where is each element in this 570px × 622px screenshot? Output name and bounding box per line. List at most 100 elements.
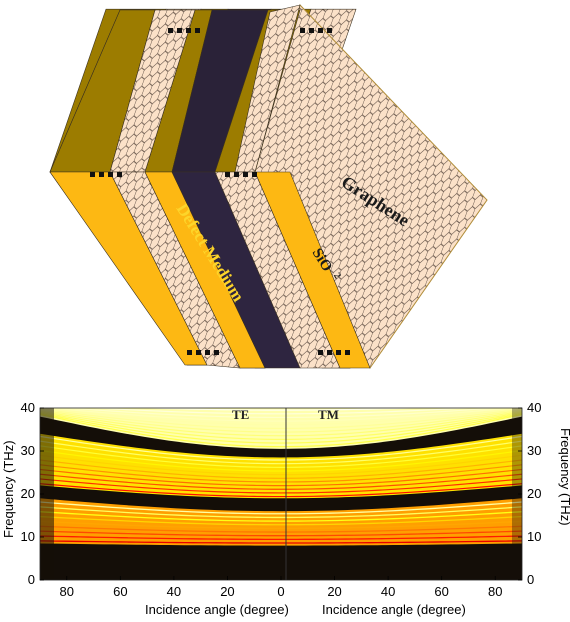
tm-fringe-mid-6 — [280, 459, 522, 479]
tm-fringe-mid-10 — [280, 440, 522, 465]
y-tick-label-left-10: 10 — [21, 529, 35, 544]
period-marker-2-1 — [300, 28, 305, 33]
front-face-6 — [254, 171, 371, 369]
tm-fringe-low-1 — [280, 540, 522, 544]
te-fringe-low-8 — [40, 506, 282, 519]
tm-fringe-low-8 — [280, 506, 522, 519]
tm-fringe-low-4 — [280, 525, 522, 533]
te-fringe-low-2 — [40, 535, 282, 541]
x-tick-label-right-80: 80 — [488, 584, 502, 599]
period-marker-3-1 — [90, 172, 95, 177]
period-marker-5-1 — [187, 350, 192, 355]
x-tick-label-left-60: 60 — [113, 584, 127, 599]
tm-fringe-mid-3 — [280, 473, 522, 490]
x-tick-label-left-40: 40 — [167, 584, 181, 599]
period-marker-4-3 — [243, 172, 248, 177]
period-marker-6-3 — [336, 350, 341, 355]
tm-fringe-high-6 — [280, 408, 522, 430]
period-marker-2-4 — [327, 28, 332, 33]
te-fringe-high-5 — [40, 409, 282, 433]
te-fringe-mid-3 — [40, 473, 282, 490]
te-fringe-high-1 — [40, 413, 282, 448]
te-fringe-low-9 — [40, 501, 282, 515]
te-fringe-low-3 — [40, 530, 282, 537]
dispersion-heatmap — [40, 408, 522, 580]
te-fringe-mid-4 — [40, 468, 282, 487]
tm-fringe-high-1 — [280, 413, 522, 448]
y-tick-label-right-10: 10 — [527, 529, 541, 544]
tm-fringe-low-3 — [280, 530, 522, 537]
tm-fringe-mid-11 — [280, 435, 522, 461]
tm-fringe-mid-8 — [280, 449, 522, 472]
tm-fringe-low-6 — [280, 515, 522, 526]
te-fringe-high-9 — [60, 408, 282, 419]
tm-fringe-high-8 — [280, 408, 517, 422]
y-tick-label-right-20: 20 — [527, 486, 541, 501]
x-axis-label-right: Incidence angle (degree) — [322, 602, 466, 617]
y-tick-label-left-30: 30 — [21, 443, 35, 458]
te-fringe-low-5 — [40, 520, 282, 530]
te-fringe-high-10 — [85, 408, 282, 415]
tm-fringe-mid-7 — [280, 454, 522, 476]
tm-fringe-high-7 — [280, 408, 522, 426]
y-tick-label-left-40: 40 — [21, 400, 35, 415]
period-marker-3-3 — [108, 172, 113, 177]
period-marker-3-4 — [117, 172, 122, 177]
te-fringe-high-3 — [40, 411, 282, 440]
x-tick-label-right-40: 40 — [381, 584, 395, 599]
te-fringe-low-7 — [40, 511, 282, 522]
te-fringe-mid-5 — [40, 464, 282, 483]
period-marker-6-4 — [345, 350, 350, 355]
tm-fringe-mid-2 — [280, 478, 522, 494]
tm-fringe-mid-1 — [280, 483, 522, 498]
te-fringe-low-4 — [40, 525, 282, 533]
y-axis-label-right: Frequency (THz) — [558, 428, 570, 526]
tm-fringe-high-2 — [280, 412, 522, 444]
te-fringe-mid-11 — [40, 435, 282, 461]
tm-label: TM — [318, 407, 339, 422]
te-fringe-mid-8 — [40, 449, 282, 472]
edge-shade-right — [512, 408, 522, 580]
te-fringe-high-4 — [40, 410, 282, 437]
period-marker-5-4 — [214, 350, 219, 355]
y-tick-label-right-30: 30 — [527, 443, 541, 458]
multilayer-diagram — [49, 4, 488, 369]
te-fringe-mid-1 — [40, 483, 282, 498]
te-fringe-low-1 — [40, 540, 282, 544]
te-fringe-high-2 — [40, 412, 282, 444]
x-tick-label-left-0: 0 — [277, 584, 284, 599]
period-marker-1-4 — [195, 28, 200, 33]
te-fringe-mid-9 — [40, 445, 282, 468]
tm-fringe-low-2 — [280, 535, 522, 541]
te-fringe-high-6 — [40, 408, 282, 430]
period-marker-1-2 — [177, 28, 182, 33]
y-tick-label-right-0: 0 — [527, 572, 534, 587]
period-marker-5-3 — [205, 350, 210, 355]
period-marker-5-2 — [196, 350, 201, 355]
x-tick-label-left-20: 20 — [220, 584, 234, 599]
period-marker-6-2 — [327, 350, 332, 355]
y-tick-label-right-40: 40 — [527, 400, 541, 415]
te-label: TE — [232, 407, 249, 422]
period-marker-6-1 — [318, 350, 323, 355]
te-fringe-high-7 — [40, 408, 282, 426]
period-marker-1-3 — [186, 28, 191, 33]
y-tick-label-left-0: 0 — [28, 572, 35, 587]
tm-fringe-mid-5 — [280, 464, 522, 483]
y-tick-label-left-20: 20 — [21, 486, 35, 501]
x-tick-label-left-80: 80 — [60, 584, 74, 599]
tm-fringe-high-9 — [280, 408, 502, 419]
axes: 0 0 10 10 20 20 30 30 40 40 80 60 40 20 0 20 40 60 80 — [21, 400, 542, 599]
te-fringe-mid-6 — [40, 459, 282, 479]
sio2-label-subscript: 2 — [331, 271, 343, 281]
tm-fringe-low-7 — [280, 511, 522, 522]
tm-fringe-high-3 — [280, 411, 522, 440]
x-axis-label-left: Incidence angle (degree) — [145, 602, 289, 617]
period-marker-2-2 — [309, 28, 314, 33]
period-marker-3-2 — [99, 172, 104, 177]
period-marker-4-1 — [225, 172, 230, 177]
x-tick-label-right-20: 20 — [327, 584, 341, 599]
te-fringe-high-8 — [45, 408, 282, 422]
te-fringe-low-6 — [40, 515, 282, 526]
